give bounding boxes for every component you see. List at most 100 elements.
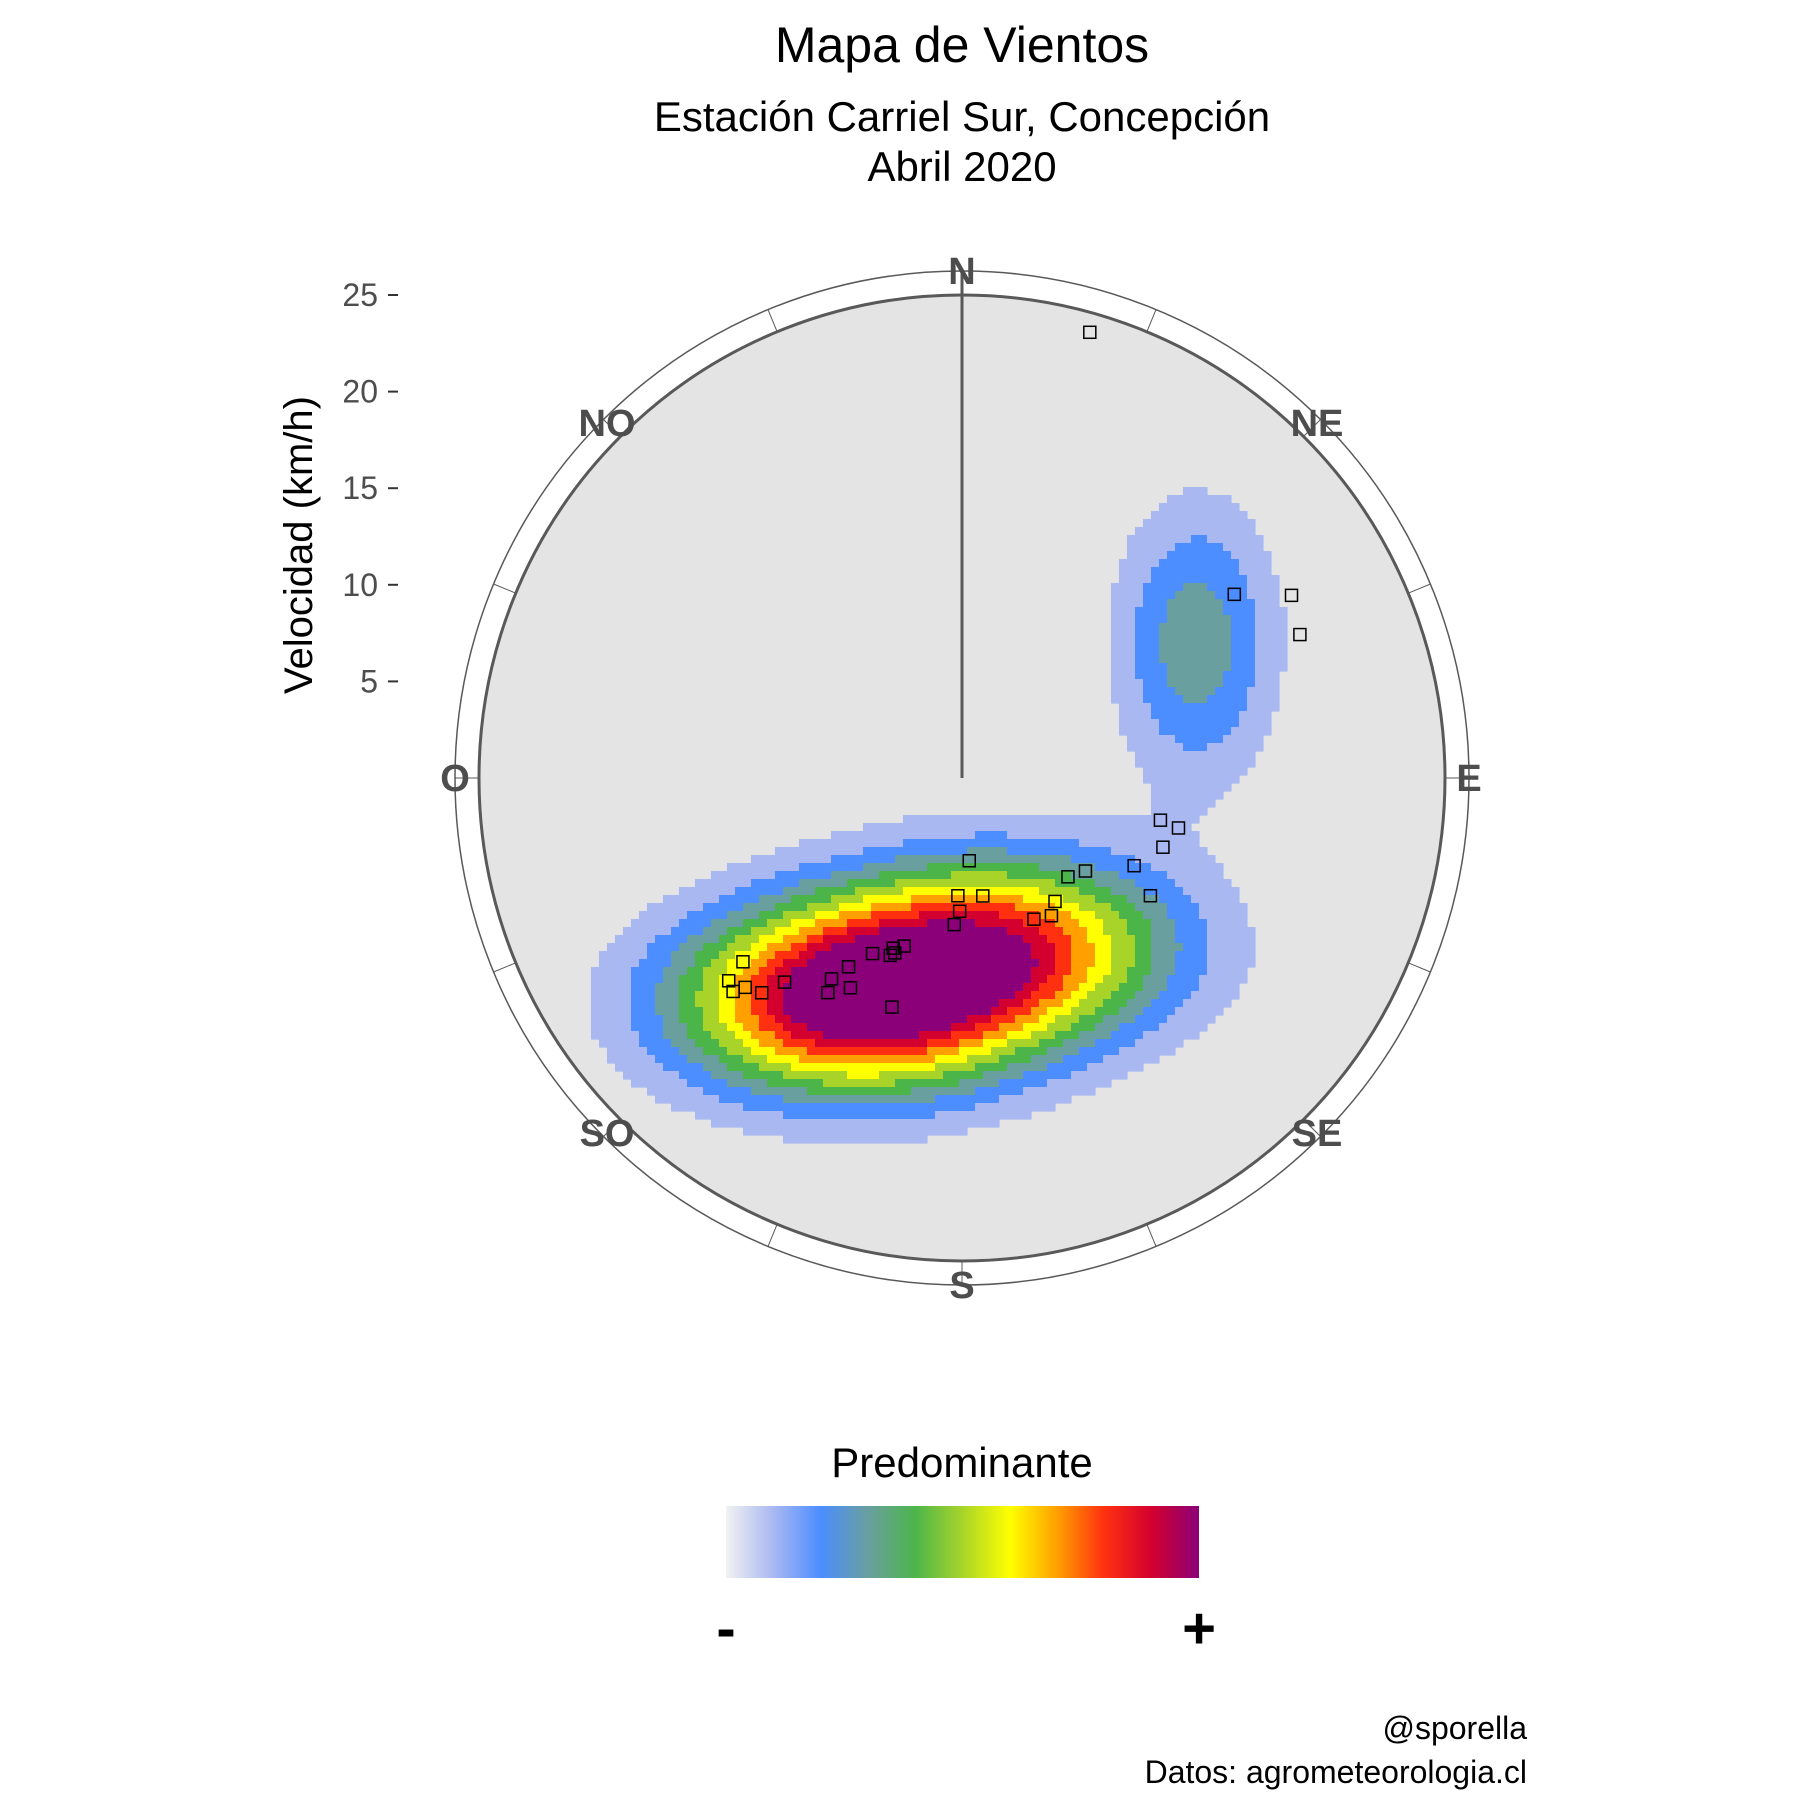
density-cell xyxy=(1119,719,1128,728)
density-cell xyxy=(1215,1007,1224,1016)
density-cell xyxy=(887,991,896,1000)
density-cell xyxy=(935,1023,944,1032)
density-cell xyxy=(599,1023,608,1032)
density-cell xyxy=(1215,591,1224,600)
density-cell xyxy=(1079,1023,1088,1032)
density-cell xyxy=(879,847,888,856)
density-cell xyxy=(1135,647,1144,656)
density-cell xyxy=(1167,599,1176,608)
density-cell xyxy=(943,927,952,936)
density-cell xyxy=(847,1127,856,1136)
density-cell xyxy=(1223,783,1232,792)
density-cell xyxy=(663,975,672,984)
density-cell xyxy=(1207,735,1216,744)
density-cell xyxy=(1207,911,1216,920)
density-cell xyxy=(751,1047,760,1056)
density-cell xyxy=(1199,807,1208,816)
density-cell xyxy=(959,975,968,984)
density-cell xyxy=(1175,1023,1184,1032)
density-cell xyxy=(1111,1071,1120,1080)
density-cell xyxy=(863,903,872,912)
density-cell xyxy=(807,871,816,880)
density-cell xyxy=(623,1063,632,1072)
density-cell xyxy=(1207,999,1216,1008)
density-cell xyxy=(1127,983,1136,992)
density-cell xyxy=(879,999,888,1008)
density-cell xyxy=(975,879,984,888)
density-cell xyxy=(1215,623,1224,632)
density-cell xyxy=(711,1103,720,1112)
density-cell xyxy=(935,999,944,1008)
density-cell xyxy=(967,959,976,968)
density-cell xyxy=(1223,671,1232,680)
density-cell xyxy=(847,1039,856,1048)
density-cell xyxy=(1207,879,1216,888)
density-cell xyxy=(1271,671,1280,680)
density-cell xyxy=(863,847,872,856)
density-cell xyxy=(871,927,880,936)
density-cell xyxy=(1183,623,1192,632)
density-cell xyxy=(687,927,696,936)
density-cell xyxy=(1159,519,1168,528)
density-cell xyxy=(679,967,688,976)
density-cell xyxy=(1143,639,1152,648)
density-cell xyxy=(1015,1071,1024,1080)
density-cell xyxy=(911,927,920,936)
density-cell xyxy=(807,999,816,1008)
density-cell xyxy=(1199,495,1208,504)
density-cell xyxy=(1111,639,1120,648)
density-cell xyxy=(1087,815,1096,824)
density-cell xyxy=(1143,1031,1152,1040)
density-cell xyxy=(1159,703,1168,712)
density-cell xyxy=(1159,1023,1168,1032)
density-cell xyxy=(1263,623,1272,632)
density-cell xyxy=(1191,999,1200,1008)
density-cell xyxy=(1135,639,1144,648)
density-cell xyxy=(959,879,968,888)
density-cell xyxy=(879,959,888,968)
density-cell xyxy=(895,927,904,936)
density-cell xyxy=(831,1007,840,1016)
density-cell xyxy=(871,919,880,928)
density-cell xyxy=(1031,1079,1040,1088)
density-cell xyxy=(743,879,752,888)
density-cell xyxy=(1055,927,1064,936)
density-cell xyxy=(783,879,792,888)
density-cell xyxy=(807,839,816,848)
density-cell xyxy=(631,1071,640,1080)
density-cell xyxy=(759,1007,768,1016)
density-cell xyxy=(1191,663,1200,672)
density-cell xyxy=(863,879,872,888)
density-cell xyxy=(1199,911,1208,920)
density-cell xyxy=(663,1071,672,1080)
density-cell xyxy=(1183,639,1192,648)
density-cell xyxy=(1127,1055,1136,1064)
density-cell xyxy=(927,1015,936,1024)
density-cell xyxy=(855,951,864,960)
density-cell xyxy=(991,927,1000,936)
density-cell xyxy=(759,1119,768,1128)
speed-tick-label: 20 xyxy=(342,374,378,410)
density-cell xyxy=(719,1095,728,1104)
density-cell xyxy=(1167,655,1176,664)
density-cell xyxy=(863,951,872,960)
density-cell xyxy=(799,1047,808,1056)
density-cell xyxy=(687,911,696,920)
density-cell xyxy=(823,935,832,944)
density-cell xyxy=(1071,839,1080,848)
density-cell xyxy=(975,895,984,904)
density-cell xyxy=(1175,951,1184,960)
density-cell xyxy=(871,823,880,832)
density-cell xyxy=(1191,975,1200,984)
density-cell xyxy=(703,975,712,984)
density-cell xyxy=(839,863,848,872)
density-cell xyxy=(1023,1015,1032,1024)
density-cell xyxy=(775,1031,784,1040)
density-cell xyxy=(1175,655,1184,664)
density-cell xyxy=(1255,703,1264,712)
density-cell xyxy=(1143,567,1152,576)
density-cell xyxy=(839,911,848,920)
density-cell xyxy=(975,855,984,864)
density-cell xyxy=(711,1071,720,1080)
density-cell xyxy=(967,1015,976,1024)
